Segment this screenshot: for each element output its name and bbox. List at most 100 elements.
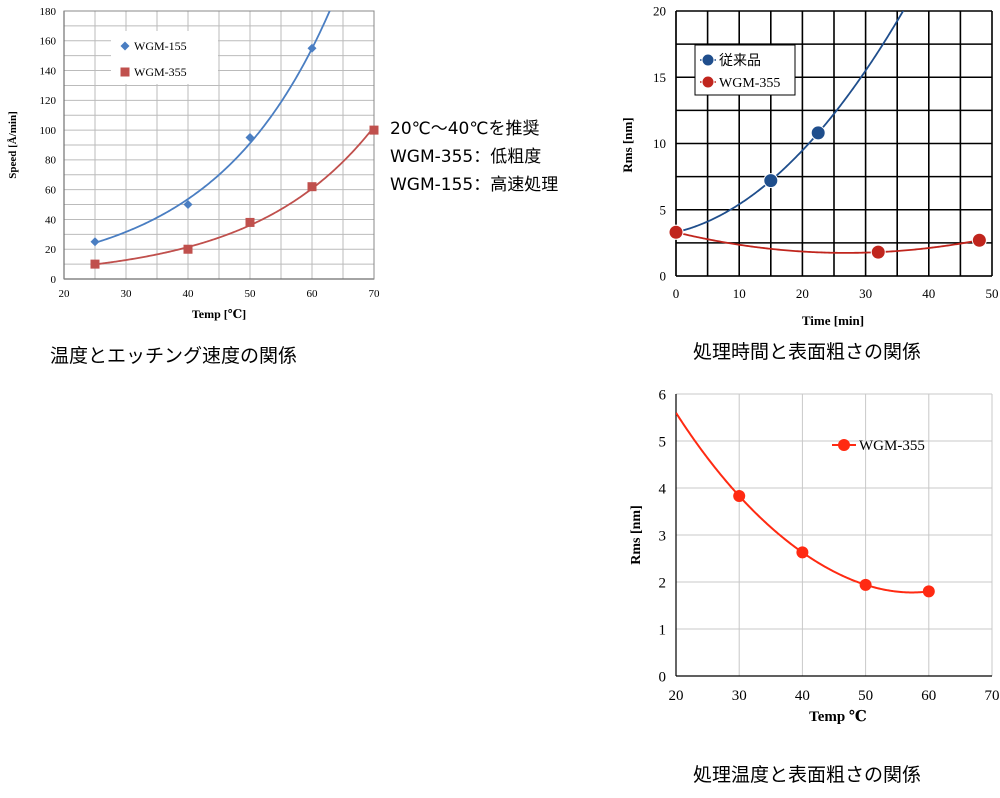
legend-label: 従来品 [719, 53, 761, 69]
data-point-circle [810, 125, 826, 141]
legend-marker-diamond [120, 41, 130, 51]
x-tick-label: 50 [986, 286, 999, 301]
x-tick-label: 20 [796, 286, 809, 301]
chart1-legend: WGM-155 WGM-355 [120, 39, 187, 79]
chart2-xlabel: Time [min] [802, 313, 864, 328]
chart1-trendlines [94, 11, 374, 266]
y-tick-label: 140 [40, 65, 57, 77]
y-tick-label: 1 [659, 622, 667, 638]
data-point-circle [668, 224, 684, 240]
data-point-diamond [307, 43, 317, 53]
y-tick-label: 5 [660, 202, 667, 217]
x-tick-label: 10 [733, 286, 746, 301]
data-point-circle [859, 578, 872, 591]
chart3-tick-labels: 20 30 40 50 60 70 0 1 2 3 4 5 6 [659, 387, 1000, 704]
y-tick-label: 15 [653, 70, 666, 85]
y-tick-label: 10 [653, 136, 666, 151]
data-point-square [307, 182, 317, 192]
x-tick-label: 20 [59, 288, 71, 300]
chart3-ylabel: Rms [nm] [629, 505, 644, 565]
data-point-circle [763, 173, 779, 189]
chart3-legend: WGM-355 [832, 438, 925, 454]
chart2-legend: 従来品 WGM-355 [700, 53, 780, 91]
y-tick-label: 2 [659, 575, 667, 591]
data-point-diamond [90, 237, 100, 247]
x-tick-label: 40 [183, 288, 195, 300]
x-tick-label: 30 [732, 688, 747, 704]
chart3-caption: 処理温度と表面粗さの関係 [693, 764, 921, 786]
x-tick-label: 50 [245, 288, 257, 300]
y-tick-label: 3 [659, 528, 667, 544]
legend-label: WGM-355 [134, 65, 187, 79]
trendline-WGM-355 [94, 126, 374, 266]
y-tick-label: 5 [659, 434, 667, 450]
chart2-ylabel: Rms [nm] [620, 117, 635, 172]
y-tick-label: 0 [660, 269, 667, 284]
legend-label: WGM-355 [859, 438, 925, 454]
x-tick-label: 70 [369, 288, 381, 300]
chart1-gridlines [63, 10, 375, 280]
y-tick-label: 40 [45, 214, 57, 226]
trendline-従来品 [676, 11, 905, 234]
x-tick-label: 60 [921, 688, 936, 704]
chart1-ylabel: Speed [Å/min] [7, 111, 19, 179]
chart2-caption: 処理時間と表面粗さの関係 [693, 341, 921, 363]
y-tick-label: 20 [653, 4, 666, 19]
chart3-markers [733, 489, 935, 598]
data-point-diamond [183, 200, 193, 210]
legend-marker-circle [838, 439, 850, 451]
data-point-circle [796, 546, 809, 559]
legend-marker-circle [701, 53, 715, 67]
x-tick-label: 30 [121, 288, 133, 300]
data-point-square [245, 217, 255, 227]
x-tick-label: 50 [858, 688, 873, 704]
y-tick-label: 6 [659, 387, 667, 403]
annotation-line-3: WGM-155：高速処理 [390, 175, 558, 195]
x-tick-label: 70 [985, 688, 1000, 704]
x-tick-label: 40 [795, 688, 810, 704]
x-tick-label: 60 [307, 288, 319, 300]
chart3-gridlines [675, 393, 993, 677]
chart2-trendlines [676, 11, 980, 254]
y-tick-label: 180 [40, 6, 57, 18]
x-tick-label: 30 [859, 286, 872, 301]
y-tick-label: 120 [40, 95, 57, 107]
chart2-tick-labels: 0 10 20 30 40 50 0 5 10 15 20 [653, 4, 999, 301]
data-point-circle [922, 585, 935, 598]
trendline-WGM-355 [676, 231, 980, 254]
chart1-markers [90, 43, 379, 269]
annotation-line-1: 20℃〜40℃を推奨 [390, 119, 539, 139]
data-point-square [90, 259, 100, 269]
chart1-caption: 温度とエッチング速度の関係 [50, 345, 297, 367]
data-point-square [183, 244, 193, 254]
legend-marker-square [120, 67, 130, 77]
y-tick-label: 4 [659, 481, 667, 497]
y-tick-label: 160 [40, 36, 57, 48]
chart1-plot-area [63, 10, 375, 280]
legend-label: WGM-155 [134, 39, 187, 53]
annotation-line-2: WGM-355：低粗度 [390, 147, 541, 167]
y-tick-label: 20 [45, 244, 57, 256]
trendline-WGM-155 [94, 11, 331, 244]
chart3-xlabel: Temp ℃ [809, 709, 867, 725]
chart2-markers [668, 125, 987, 260]
legend-marker-circle [701, 75, 715, 89]
x-tick-label: 0 [673, 286, 680, 301]
y-tick-label: 0 [659, 669, 667, 685]
data-point-square [369, 125, 379, 135]
y-tick-label: 60 [45, 185, 57, 197]
chart1-xlabel: Temp [℃] [192, 307, 246, 321]
data-point-circle [971, 232, 987, 248]
x-tick-label: 20 [669, 688, 684, 704]
data-point-circle [870, 244, 886, 260]
chart-rms-vs-process-temp: 20 30 40 50 60 70 0 1 2 3 4 5 6 Rms [nm] Temp ℃ WGM-… [629, 387, 1000, 786]
data-point-diamond [245, 133, 255, 143]
y-tick-label: 80 [45, 155, 57, 167]
y-tick-label: 100 [40, 125, 57, 137]
chart2-gridlines [675, 10, 993, 277]
x-tick-label: 40 [922, 286, 935, 301]
